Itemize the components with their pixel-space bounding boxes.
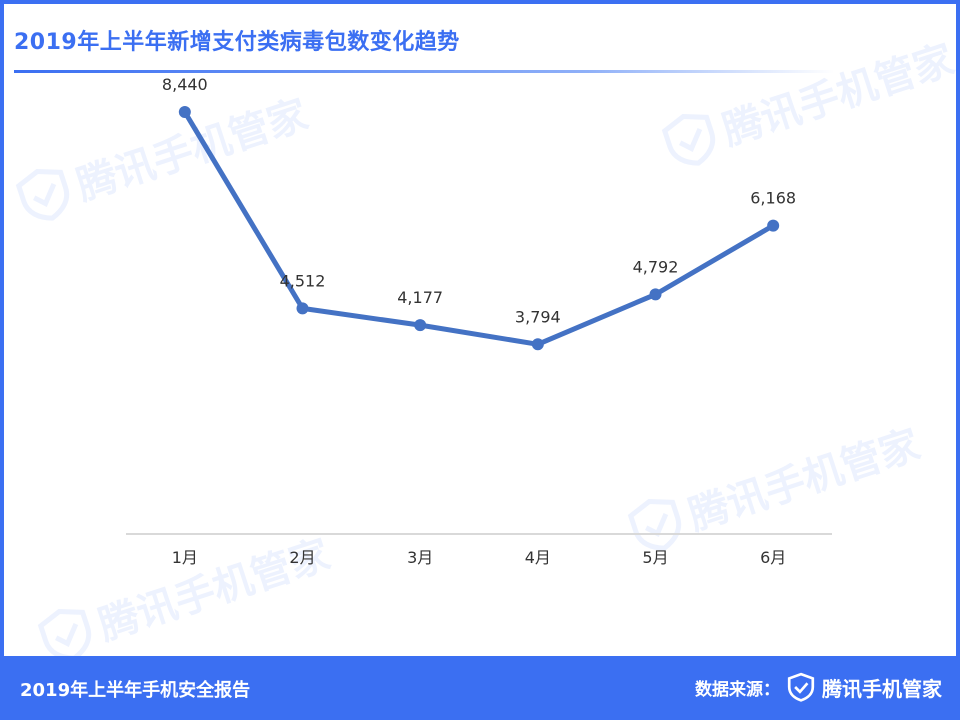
brand-name: 腾讯手机管家 <box>822 676 942 701</box>
data-point <box>649 288 662 301</box>
shield-check-icon <box>787 672 815 702</box>
data-point <box>296 302 309 315</box>
line-chart: 1月 2月 3月 4月 5月 6月 8,440 4,512 4,177 3,794 4,792 6,1… <box>126 75 832 567</box>
title-divider <box>14 70 834 73</box>
data-label: 4,177 <box>397 288 443 307</box>
data-label: 3,794 <box>515 307 561 326</box>
x-tick-label: 5月 <box>642 548 668 567</box>
data-label: 6,168 <box>750 189 796 208</box>
x-tick-label: 1月 <box>172 548 198 567</box>
x-tick-label: 2月 <box>289 548 315 567</box>
data-point <box>767 219 780 232</box>
data-point <box>178 106 191 118</box>
data-label: 4,792 <box>633 257 679 276</box>
x-tick-label: 4月 <box>525 548 551 567</box>
chart-title: 2019年上半年新增支付类病毒包数变化趋势 <box>14 30 460 55</box>
series-line <box>182 109 776 347</box>
data-source: 数据来源： 腾讯手机管家 <box>695 672 942 702</box>
x-tick-label: 3月 <box>407 548 433 567</box>
data-point <box>531 338 544 351</box>
x-tick-label: 6月 <box>760 548 786 567</box>
chart-panel: 腾讯手机管家 腾讯手机管家 腾讯手机管家 腾讯手机管家 2019年上半年新增支付… <box>4 4 956 656</box>
data-point <box>414 319 427 332</box>
footer-bar: 2019年上半年手机安全报告 数据来源： 腾讯手机管家 <box>0 656 960 720</box>
data-label: 4,512 <box>280 271 326 290</box>
report-name: 2019年上半年手机安全报告 <box>20 680 251 701</box>
data-label: 8,440 <box>162 75 208 94</box>
source-label: 数据来源： <box>695 679 780 700</box>
